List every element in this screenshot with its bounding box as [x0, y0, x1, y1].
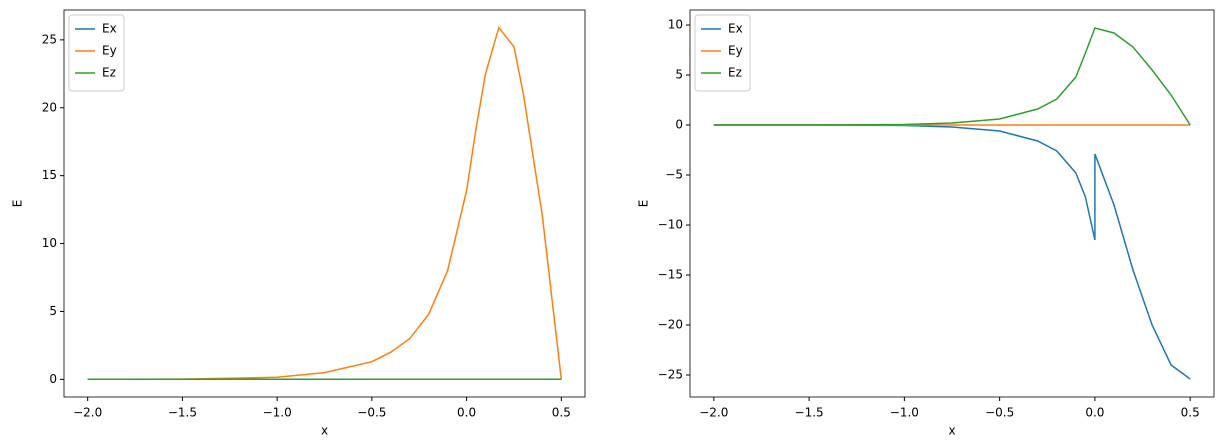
- y-tick-label: 5: [675, 68, 683, 82]
- y-tick-label: 15: [42, 168, 57, 182]
- legend-box: [694, 14, 751, 92]
- y-axis-label: E: [637, 200, 651, 208]
- legend-label: Ey: [102, 44, 117, 58]
- legend-label: Ex: [102, 22, 117, 36]
- series-line: [713, 27, 1191, 126]
- legend-label: Ey: [728, 44, 743, 58]
- y-tick-label: 20: [42, 100, 57, 114]
- legend-label: Ez: [102, 66, 116, 80]
- axes-frame: [63, 9, 586, 398]
- x-tick-label: −2.0: [73, 406, 102, 420]
- x-tick-label: −1.5: [168, 406, 197, 420]
- legend-label: Ex: [728, 22, 743, 36]
- y-tick-label: −10: [658, 218, 683, 232]
- y-tick-label: −15: [658, 268, 683, 282]
- y-tick-label: −20: [658, 318, 683, 332]
- legend-label: Ez: [728, 66, 742, 80]
- y-tick-label: −25: [658, 368, 683, 382]
- x-tick-label: −1.0: [263, 406, 292, 420]
- x-tick-label: −2.0: [699, 406, 728, 420]
- y-axis-label: E: [11, 200, 25, 208]
- x-tick-label: 0.0: [457, 406, 476, 420]
- x-axis-label: x: [948, 424, 955, 438]
- y-tick-label: 10: [668, 18, 683, 32]
- x-axis-label: x: [321, 424, 328, 438]
- y-tick-label: −5: [665, 168, 683, 182]
- y-tick-label: 25: [42, 32, 57, 46]
- axes-frame: [689, 9, 1215, 398]
- legend-box: [68, 14, 125, 92]
- x-tick-label: 0.5: [552, 406, 571, 420]
- x-tick-label: −1.5: [795, 406, 824, 420]
- series-line: [713, 124, 1191, 380]
- x-tick-label: 0.5: [1181, 406, 1200, 420]
- y-tick-label: 0: [49, 372, 57, 386]
- y-tick-label: 10: [42, 236, 57, 250]
- y-tick-label: 0: [675, 118, 683, 132]
- y-tick-label: 5: [49, 304, 57, 318]
- x-tick-label: −0.5: [985, 406, 1014, 420]
- x-tick-label: 0.0: [1085, 406, 1104, 420]
- x-tick-label: −1.0: [890, 406, 919, 420]
- series-line: [87, 26, 563, 381]
- x-tick-label: −0.5: [357, 406, 386, 420]
